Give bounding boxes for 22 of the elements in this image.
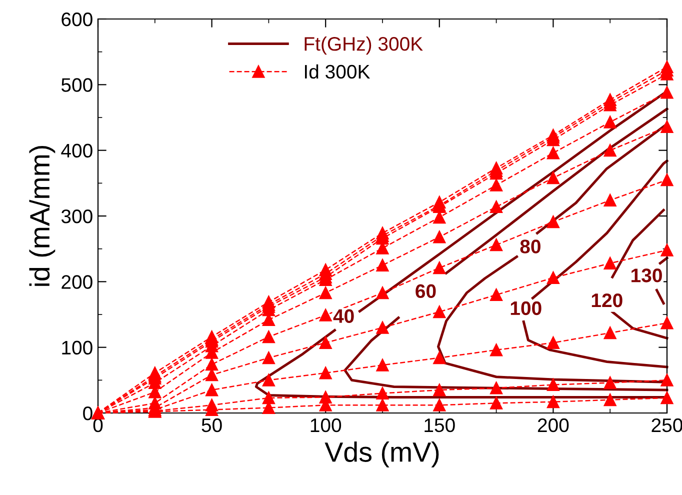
annotation: 120 — [592, 293, 622, 308]
y-tick-label: 400 — [61, 144, 92, 158]
annotation: 130 — [632, 268, 662, 282]
x-tick-label: 250 — [652, 418, 682, 432]
annotation: 40 — [333, 309, 354, 324]
y-tick-label: 100 — [62, 340, 92, 355]
y-tick-label: 500 — [61, 78, 92, 92]
y-tick-label: 0 — [83, 406, 92, 420]
y-axis-title: id (mA/mm) — [29, 146, 56, 286]
annotation: 60 — [416, 284, 436, 298]
annotation: 80 — [520, 240, 540, 254]
legend-label: Ft(GHz) 300K — [304, 36, 423, 55]
y-tick-label: 600 — [62, 12, 92, 26]
x-tick-label: 50 — [202, 418, 222, 432]
y-tick-label: 300 — [61, 209, 92, 224]
x-tick-label: 200 — [538, 418, 569, 432]
x-tick-label: 100 — [310, 418, 342, 432]
x-tick-label: 150 — [424, 418, 455, 432]
annotation: 100 — [510, 301, 542, 316]
y-tick-label: 200 — [62, 275, 92, 289]
x-axis-title: Vds (mV) — [324, 442, 439, 468]
legend-label: Id 300K — [304, 64, 370, 79]
